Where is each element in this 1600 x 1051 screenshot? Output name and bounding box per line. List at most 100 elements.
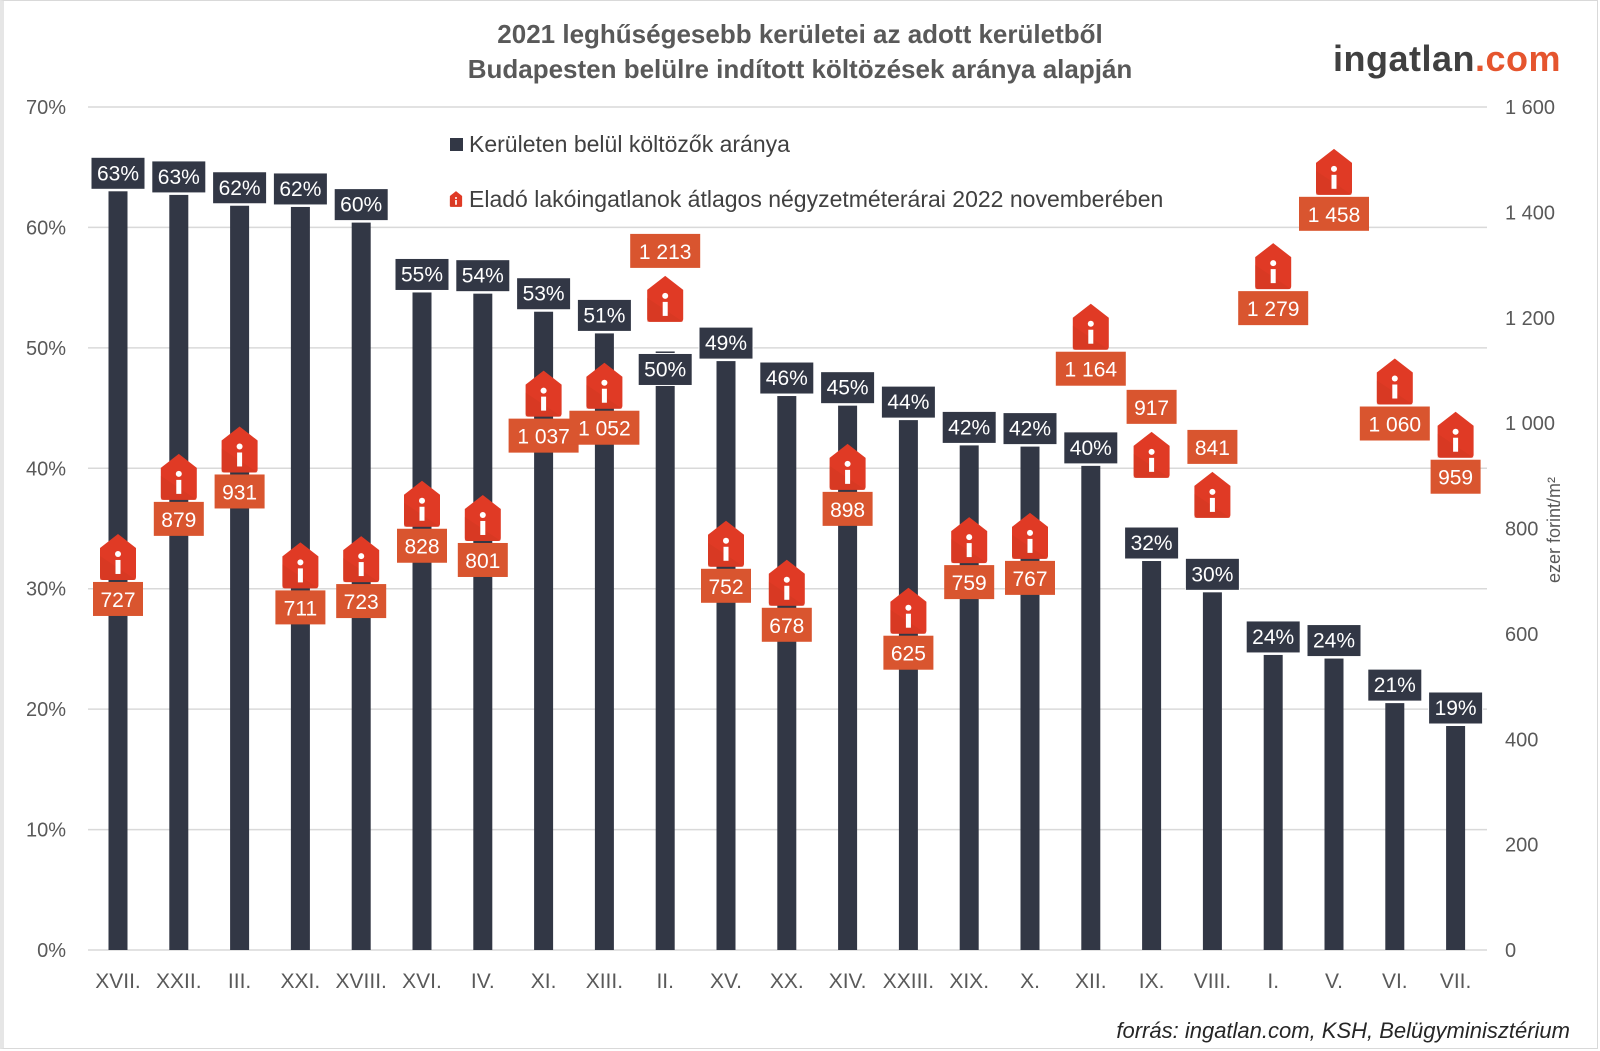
price-value-label: 1 037 [508, 418, 579, 453]
svg-text:767: 767 [1012, 568, 1047, 591]
svg-text:53%: 53% [523, 283, 565, 306]
legend: Kerületen belül költözők aránya Eladó la… [449, 131, 1163, 212]
price-value-label: 1 279 [1238, 291, 1309, 326]
svg-text:51%: 51% [583, 304, 625, 327]
price-value-label: 727 [93, 581, 143, 616]
y2-tick-label: 1 200 [1505, 308, 1555, 330]
price-value-label: 917 [1126, 389, 1177, 424]
bar-value-label: 32% [1124, 526, 1180, 560]
svg-text:24%: 24% [1313, 630, 1355, 653]
svg-text:898: 898 [830, 499, 865, 522]
svg-text:54%: 54% [462, 265, 504, 288]
bar-value-label: 42% [1002, 412, 1058, 446]
bar [169, 194, 189, 951]
svg-text:1 279: 1 279 [1247, 298, 1300, 321]
legend-swatch-house-icon [449, 191, 463, 207]
bar-value-label: 54% [455, 259, 511, 293]
bar-value-label: 51% [576, 298, 632, 332]
bar [1446, 726, 1466, 950]
house-marker-icon [586, 362, 623, 409]
x-tick-label: XII. [1075, 970, 1107, 993]
svg-text:759: 759 [952, 572, 987, 595]
svg-text:711: 711 [284, 597, 317, 620]
x-tick-label: XIII. [586, 970, 623, 993]
bar [777, 396, 797, 950]
house-marker-icon [282, 542, 319, 589]
svg-text:46%: 46% [766, 367, 808, 390]
bar-series [108, 191, 1466, 951]
x-tick-label: VII. [1440, 970, 1472, 993]
svg-text:1 037: 1 037 [517, 426, 570, 449]
x-tick-label: XVII. [95, 970, 141, 993]
svg-text:1 213: 1 213 [639, 241, 692, 264]
house-marker-icon [1255, 243, 1292, 290]
bar [1081, 465, 1101, 950]
legend-label-marker: Eladó lakóingatlanok átlagos négyzetméte… [469, 186, 1163, 212]
x-tick-label: X. [1020, 970, 1040, 993]
x-tick-label: VIII. [1194, 970, 1231, 993]
bar [534, 311, 554, 950]
svg-text:801: 801 [465, 550, 500, 573]
svg-text:879: 879 [161, 509, 196, 532]
legend-label-bar: Kerületen belül költözők aránya [469, 131, 790, 157]
y-tick-label: 10% [26, 820, 66, 842]
house-marker-icon [647, 275, 684, 322]
y2-tick-label: 1 000 [1505, 413, 1555, 435]
house-marker-icon [768, 559, 805, 606]
house-marker-icon [221, 426, 258, 473]
house-marker-icon [1012, 512, 1048, 559]
svg-text:42%: 42% [948, 416, 990, 439]
svg-text:841: 841 [1195, 437, 1230, 460]
bar-value-label: 55% [394, 257, 450, 291]
svg-text:30%: 30% [1191, 563, 1233, 586]
price-value-label: 801 [457, 542, 508, 577]
price-value-label: 1 052 [569, 410, 640, 445]
svg-text:49%: 49% [705, 332, 747, 355]
bar-value-label: 30% [1184, 557, 1240, 591]
house-marker-icon [100, 533, 136, 580]
svg-text:1 458: 1 458 [1308, 204, 1361, 227]
price-value-label: 898 [822, 491, 873, 526]
svg-text:828: 828 [404, 536, 439, 559]
y2-tick-label: 1 400 [1505, 202, 1555, 224]
x-tick-label: XVI. [402, 970, 442, 993]
right-axis: 0 200 400 600 800 1 000 1 200 1 400 1 600 [1505, 97, 1555, 962]
bar-value-label: 53% [516, 277, 572, 311]
house-marker-icon [1133, 431, 1170, 478]
bar-labels: 63% 63% 62% 62% 60% 55% 54% 53% 51% 50% 49% 46% 45% 4… [90, 156, 1484, 725]
house-marker-icon [890, 587, 927, 634]
svg-text:21%: 21% [1374, 674, 1416, 697]
bar-value-label: 49% [698, 326, 754, 360]
price-value-label: 752 [701, 568, 751, 603]
bar [1263, 654, 1283, 950]
bar-value-label: 24% [1245, 620, 1301, 654]
house-marker-icon [343, 536, 380, 583]
svg-text:55%: 55% [401, 263, 443, 286]
house-marker-icon [1194, 471, 1231, 518]
x-tick-label: XXI. [281, 970, 321, 993]
house-marker-icon [1072, 303, 1109, 350]
svg-text:45%: 45% [827, 377, 869, 400]
bar-value-label: 19% [1428, 691, 1484, 725]
bar [655, 351, 675, 951]
brand-logo: ingatlan.com [1333, 38, 1561, 80]
house-marker-icon [160, 453, 197, 500]
x-tick-label: V. [1325, 970, 1343, 993]
x-tick-label: XVIII. [336, 970, 387, 993]
x-tick-label: IV. [471, 970, 495, 993]
house-marker-icon [829, 443, 866, 490]
y-tick-label: 20% [26, 699, 66, 721]
bar [716, 361, 736, 951]
bar [412, 292, 432, 951]
price-value-label: 828 [397, 528, 447, 563]
bar-value-label: 45% [820, 371, 876, 405]
svg-text:40%: 40% [1070, 437, 1112, 460]
svg-text:63%: 63% [97, 162, 139, 185]
bar-value-label: 63% [151, 160, 207, 194]
x-tick-label: XV. [710, 970, 742, 993]
y2-tick-label: 0 [1505, 940, 1516, 962]
bar-value-label: 24% [1306, 624, 1362, 658]
price-value-label: 759 [944, 565, 995, 600]
y-tick-label: 70% [26, 97, 66, 119]
price-value-label: 711 [275, 590, 326, 625]
